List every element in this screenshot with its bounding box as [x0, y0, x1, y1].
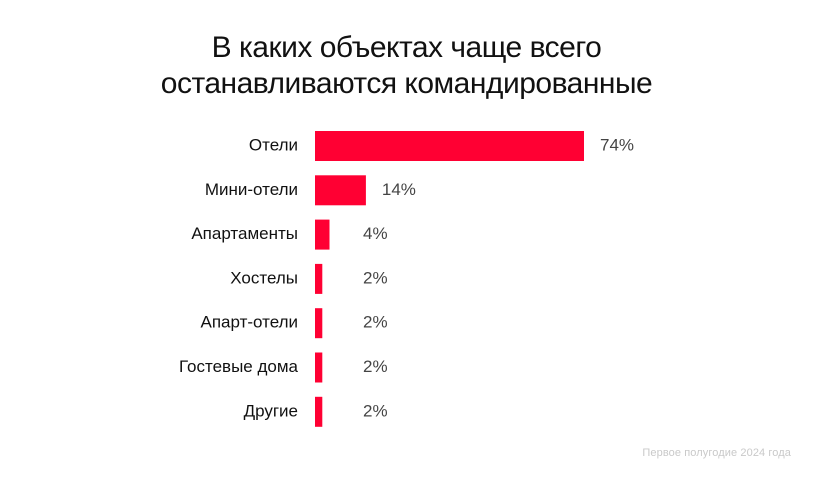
- value-label: 4%: [363, 224, 388, 243]
- bar: [315, 352, 323, 383]
- bar: [315, 263, 323, 294]
- bar-row: Хостелы 2%: [230, 263, 388, 294]
- category-label: Отели: [249, 135, 298, 154]
- value-label: 74%: [600, 135, 634, 154]
- bar: [315, 219, 330, 250]
- value-label: 2%: [363, 401, 388, 420]
- chart-title: В каких объектах чаще всего останавливаю…: [0, 30, 813, 102]
- value-label: 2%: [363, 313, 388, 332]
- category-label: Апартаменты: [191, 224, 298, 243]
- category-label: Хостелы: [230, 268, 298, 287]
- bar-row: Мини-отели 14%: [205, 175, 416, 206]
- value-label: 2%: [363, 268, 388, 287]
- bar-row: Апартаменты 4%: [191, 219, 388, 250]
- chart-title-line-2: останавливаются командированные: [160, 67, 653, 100]
- bar-row: Отели 74%: [249, 131, 634, 161]
- bar: [315, 175, 366, 206]
- bar: [315, 396, 323, 427]
- category-label: Другие: [244, 401, 298, 420]
- chart-footnote: Первое полугодие 2024 года: [642, 447, 791, 459]
- value-label: 2%: [363, 357, 388, 376]
- bar-row: Апарт-отели 2%: [200, 308, 388, 339]
- category-label: Гостевые дома: [179, 357, 299, 376]
- category-label: Мини-отели: [205, 180, 298, 199]
- bar-row: Другие 2%: [244, 396, 388, 427]
- value-label: 14%: [382, 180, 416, 199]
- category-label: Апарт-отели: [200, 313, 298, 332]
- bar-row: Гостевые дома 2%: [179, 352, 388, 383]
- bar: [315, 308, 323, 339]
- bar: [315, 131, 584, 161]
- chart-title-line-1: В каких объектах чаще всего: [211, 31, 602, 64]
